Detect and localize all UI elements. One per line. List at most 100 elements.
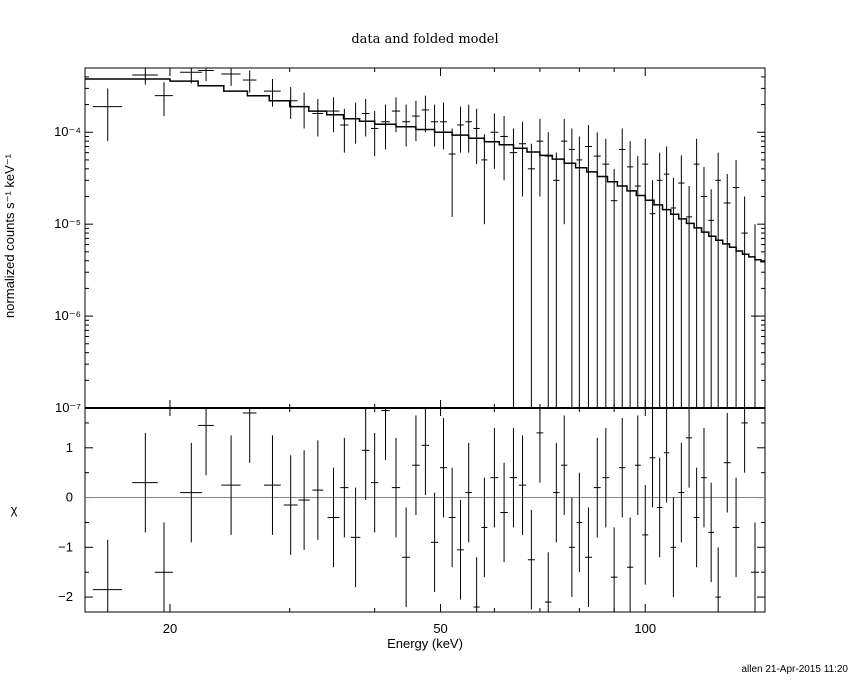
residual-point (180, 442, 203, 543)
residual-point (221, 435, 241, 535)
chart-title: data and folded model (351, 32, 498, 47)
residual-point (686, 408, 693, 488)
data-point (693, 138, 700, 408)
data-point (327, 97, 340, 133)
residual-point (283, 455, 298, 555)
data-point (340, 108, 349, 153)
residual-point (741, 408, 748, 473)
residual-point (370, 432, 379, 533)
data-point (361, 98, 370, 137)
residual-point (350, 487, 361, 588)
top-y-tick-label: 10⁻⁴ (54, 124, 81, 139)
data-point (686, 186, 693, 408)
residual-point (750, 522, 760, 612)
residual-point (198, 408, 214, 476)
residual-point (490, 427, 499, 528)
data-point (670, 177, 677, 408)
data-point (536, 118, 544, 197)
data-point (723, 174, 731, 408)
residual-point (242, 408, 257, 463)
bottom-y-tick-label: 1 (66, 440, 73, 455)
data-point (457, 106, 464, 153)
residual-point (500, 462, 508, 563)
data-point (619, 128, 626, 408)
top-y-tick-label: 10⁻⁶ (54, 308, 81, 323)
residual-point (457, 500, 464, 600)
residual-point (421, 408, 430, 496)
residual-point (670, 497, 677, 598)
data-point (481, 134, 488, 225)
top-y-tick-label: 10⁻⁷ (55, 400, 81, 415)
data-point (642, 138, 649, 408)
residual-point (473, 557, 480, 612)
footer-stamp: allen 21-Apr-2015 11:20 (741, 664, 848, 675)
data-point (430, 104, 439, 147)
residual-point (678, 442, 685, 543)
residual-point (391, 437, 401, 538)
residual-point (708, 482, 714, 583)
residual-point (732, 477, 740, 578)
residual-point (536, 408, 544, 483)
residual-point (561, 415, 568, 515)
data-point (527, 143, 535, 408)
residual-point (553, 442, 560, 543)
data-point (92, 88, 122, 142)
data-point (490, 113, 499, 169)
residual-point (430, 492, 439, 593)
data-point (576, 136, 583, 408)
residual-point (518, 435, 527, 535)
data-point (656, 152, 663, 408)
top-y-axis-label: normalized counts s⁻¹ keV⁻¹ (2, 153, 17, 318)
residual-point (701, 427, 707, 528)
residual-point (381, 408, 390, 461)
data-point (473, 108, 480, 165)
residual-point (693, 467, 700, 568)
residual-point (656, 457, 663, 558)
data-point (715, 152, 721, 408)
residual-point (649, 408, 656, 508)
residual-point (610, 527, 618, 612)
data-point (593, 132, 601, 408)
residual-point (619, 417, 626, 518)
residual-point (715, 547, 721, 612)
data-point (509, 128, 518, 408)
data-point (465, 104, 472, 153)
data-point (391, 97, 401, 133)
residual-point (298, 450, 310, 550)
bottom-y-axis-label: χ (11, 502, 18, 517)
residual-point (412, 415, 420, 515)
data-point (402, 104, 411, 147)
residual-point (634, 415, 641, 515)
residual-point (509, 427, 518, 528)
x-tick-label: 20 (163, 621, 177, 636)
residual-point (132, 432, 158, 533)
data-point (198, 68, 214, 82)
residual-point (544, 552, 552, 612)
residual-point (584, 507, 593, 608)
residual-point (448, 467, 456, 568)
residual-point (723, 412, 731, 513)
data-point (370, 111, 379, 157)
bottom-y-tick-label: −1 (58, 539, 73, 554)
data-point (544, 132, 552, 408)
data-point (610, 168, 618, 408)
bottom-y-tick-label: 0 (66, 490, 73, 505)
top-y-tick-label: 10⁻⁵ (54, 216, 81, 231)
data-point (221, 68, 241, 86)
model-step-line (85, 78, 765, 263)
data-point (708, 189, 714, 408)
data-point (741, 196, 748, 408)
bottom-y-tick-label: −2 (58, 589, 73, 604)
data-point (561, 118, 568, 225)
data-point (634, 156, 641, 408)
data-point (180, 68, 203, 84)
data-point (154, 82, 173, 117)
data-point (602, 138, 610, 408)
data-point (584, 124, 593, 408)
data-point (678, 155, 685, 408)
residual-point (626, 517, 634, 612)
residual-point (402, 507, 411, 608)
residual-point (154, 522, 173, 612)
